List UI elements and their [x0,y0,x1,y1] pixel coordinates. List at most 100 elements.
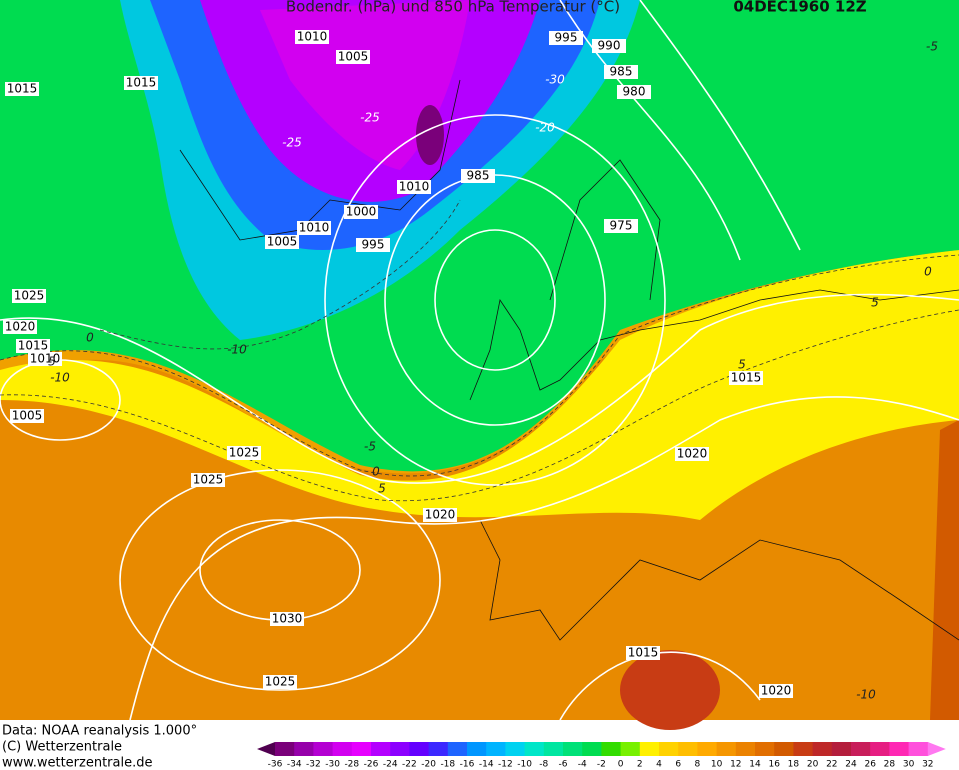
colorbar-swatch [543,742,564,756]
colorbar-swatch [812,742,833,756]
colorbar-tick-label: 26 [864,760,876,770]
isotherm-label: -20 [535,121,555,135]
isobar-label-box [28,352,62,366]
isobar-label: 990 [598,39,621,53]
isobar-label: 985 [610,65,633,79]
isobar-label: 1025 [229,446,260,460]
isotherm-label: -5 [926,40,938,54]
colorbar-swatch [524,742,545,756]
isobar-label: 1015 [126,76,157,90]
colorbar-tick-label: -10 [517,760,532,770]
colorbar-swatch [870,742,890,756]
isobar-label-box [227,446,261,460]
colorbar-swatch [467,742,487,756]
isobar-label: 1020 [761,684,792,698]
isobar-label-box [423,508,457,522]
isobar-label: 1010 [297,30,328,44]
isobar-label-box [592,39,626,53]
colorbar-tick-label: -4 [578,760,587,770]
isobar-label: 985 [467,169,490,183]
isobar-label-box [263,675,297,689]
colorbar-tick-label: 28 [884,760,896,770]
colorbar-tick-label: 6 [675,760,681,770]
isobar-label-box [191,473,225,487]
warm-core [620,650,720,730]
colorbar-swatch [371,742,391,756]
isobar-label: 1025 [14,289,45,303]
isobar-label: 1015 [18,339,49,353]
colorbar-tick-label: 0 [618,760,624,770]
colorbar-tick-label: -28 [344,760,359,770]
isobar-label: 975 [610,219,633,233]
colorbar-swatch [774,742,794,756]
isobar-label-box [265,235,299,249]
colorbar-swatch [697,742,718,756]
colorbar: -36 -34 -32 -30 -28 -26 -24 -22 -20 -18 -16 -14 -12-… [257,742,946,770]
isotherm-label: 0 [372,465,380,479]
colorbar-tick-label: -34 [287,760,302,770]
colorbar-swatch [851,742,871,756]
colorbar-tick-label: 8 [695,760,701,770]
colorbar-tick-label: -14 [479,760,494,770]
colorbar-swatch [390,742,410,756]
isobar-label-box [10,409,44,423]
isobar-label-box [675,447,709,461]
colorbar-swatch [889,742,910,756]
colorbar-swatch [505,742,526,756]
colorbar-arrow [257,742,275,756]
data-source: Data: NOAA reanalysis 1.000° [2,724,197,739]
isotherm-label: -5 [364,440,376,454]
colorbar-tick-label: -8 [539,760,548,770]
map-date: 04DEC1960 12Z [733,0,866,16]
colorbar-swatch [659,742,679,756]
colorbar-swatch [716,742,737,756]
colorbar-tick-label: -18 [440,760,455,770]
isotherm-label: 5 [48,355,56,369]
colorbar-tick-label: 10 [711,760,723,770]
colorbar-tick-label: -26 [364,760,379,770]
colorbar-swatch [486,742,506,756]
isobar-label-box [295,30,329,44]
colorbar-swatch [678,742,698,756]
colorbar-swatch [313,742,334,756]
isotherm-label: 0 [924,265,932,279]
isobar-label: 1015 [628,646,659,660]
colorbar-tick-label: 4 [656,760,662,770]
isobar-label: 1015 [7,82,38,96]
isobar-label-box [16,339,50,353]
colorbar-swatch [793,742,814,756]
isobar-label-box [461,169,495,183]
colorbar-swatch [639,742,660,756]
isobar-label-box [626,646,660,660]
isobar-label-box [124,76,158,90]
colorbar-tick-label: 12 [730,760,741,770]
isobar-label: 980 [623,85,646,99]
isobar-label-box [270,612,304,626]
isobar-label-box [356,238,390,252]
isotherm-label: 5 [738,358,746,372]
isobars [0,0,959,721]
copyright: (C) Wetterzentrale [2,740,122,755]
colorbar-swatch [332,742,353,756]
colorbar-tick-label: 22 [826,760,837,770]
isobar-label-box [3,320,37,334]
isotherm-label: 0 [86,331,94,345]
colorbar-swatch [620,742,641,756]
isobar-label: 1020 [677,447,708,461]
colorbar-tick-label: -6 [559,760,568,770]
colorbar-tick-label: -20 [421,760,436,770]
colorbar-swatch [351,742,372,756]
isobar-label: 1005 [12,409,43,423]
colorbar-tick-label: 14 [749,760,761,770]
isobar-label-box [12,289,46,303]
isobar-label: 995 [555,31,578,45]
isobar-label-box [336,50,370,64]
colorbar-swatch [582,742,602,756]
isobar-label: 1000 [346,205,377,219]
colorbar-swatch [908,742,929,756]
warm-edge [930,420,959,720]
isotherm-label: -10 [50,371,70,385]
map [0,0,959,730]
isotherm-label: -25 [282,136,302,150]
